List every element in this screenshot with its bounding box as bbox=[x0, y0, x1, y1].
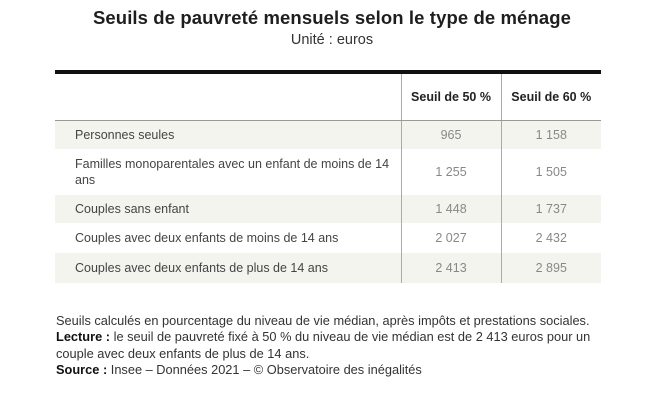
row-value-60: 2 432 bbox=[500, 223, 601, 253]
row-label: Personnes seules bbox=[55, 120, 401, 149]
table-row: Familles monoparentales avec un enfant d… bbox=[55, 149, 601, 195]
source-label: Source : bbox=[56, 362, 108, 378]
row-label: Familles monoparentales avec un enfant d… bbox=[75, 157, 390, 187]
row-label: Couples avec deux enfants de plus de 14 … bbox=[55, 253, 401, 283]
reading-label: Lecture : bbox=[56, 329, 111, 345]
row-value-60: 1 505 bbox=[500, 149, 601, 195]
footnotes: Seuils calculés en pourcentage du niveau… bbox=[56, 313, 596, 379]
page-title: Seuils de pauvreté mensuels selon le typ… bbox=[92, 7, 572, 28]
row-label: Couples sans enfant bbox=[55, 195, 401, 223]
page-subtitle: Unité : euros bbox=[290, 32, 374, 48]
row-value-50: 2 027 bbox=[400, 223, 501, 253]
row-label: Couples avec deux enfants de moins de 14… bbox=[75, 231, 339, 245]
header-threshold-50: Seuil de 50 % bbox=[400, 74, 501, 121]
row-value-60: 1 158 bbox=[500, 120, 601, 149]
table-top-rule bbox=[55, 70, 601, 74]
table-row: Couples sans enfant 1 448 1 737 bbox=[55, 195, 601, 223]
header-household-type bbox=[55, 74, 401, 121]
source-text: Insee – Données 2021 – © Observatoire de… bbox=[107, 362, 422, 378]
row-value-60: 1 737 bbox=[500, 195, 601, 223]
table-row: Personnes seules 965 1 158 bbox=[55, 120, 601, 149]
header-threshold-60: Seuil de 60 % bbox=[500, 74, 601, 121]
table-row: Couples avec deux enfants de plus de 14 … bbox=[55, 253, 601, 283]
reading-text: le seuil de pauvreté fixé à 50 % du nive… bbox=[56, 329, 591, 361]
reading-note: Lecture : le seuil de pauvreté fixé à 50… bbox=[56, 329, 596, 362]
table-header-row: Seuil de 50 % Seuil de 60 % bbox=[55, 74, 601, 121]
row-value-50: 965 bbox=[400, 120, 501, 149]
row-value-50: 1 255 bbox=[400, 149, 501, 195]
row-value-60: 2 895 bbox=[500, 253, 601, 283]
table-row: Couples avec deux enfants de moins de 14… bbox=[55, 223, 601, 253]
row-value-50: 1 448 bbox=[400, 195, 501, 223]
poverty-threshold-table: Seuil de 50 % Seuil de 60 % Personnes se… bbox=[55, 74, 601, 283]
source-note: Source : Insee – Données 2021 – © Observ… bbox=[56, 362, 596, 378]
method-note: Seuils calculés en pourcentage du niveau… bbox=[56, 313, 590, 328]
row-value-50: 2 413 bbox=[400, 253, 501, 283]
